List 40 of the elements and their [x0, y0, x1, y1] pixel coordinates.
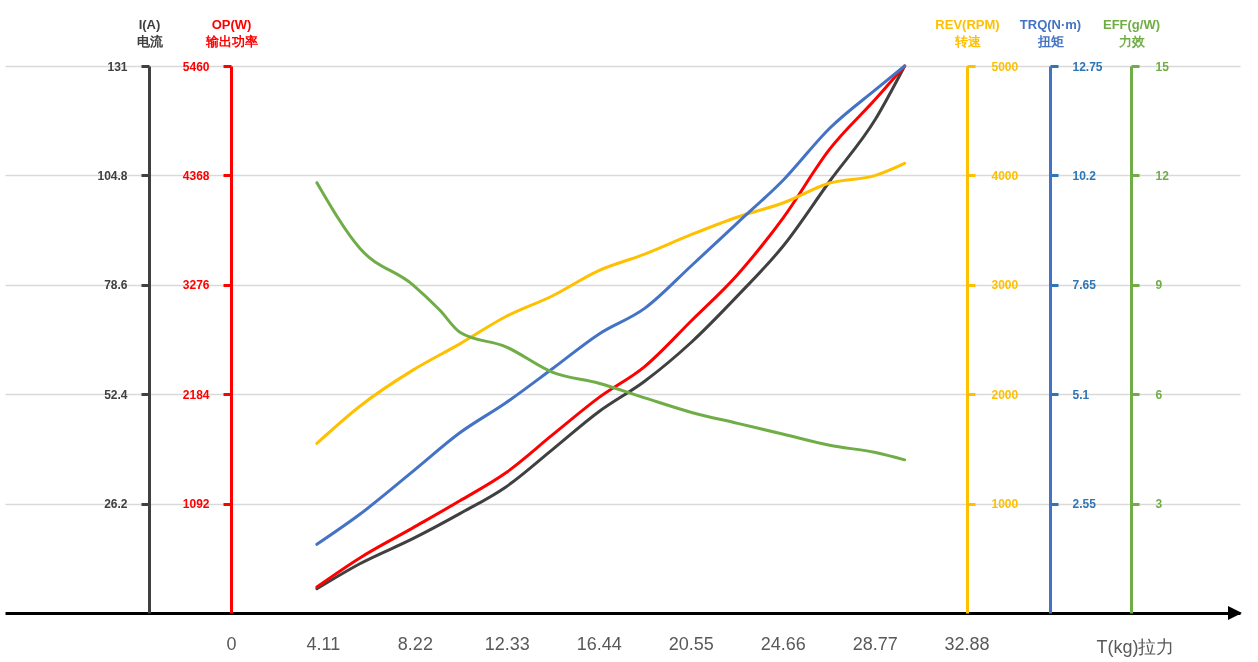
- y3-tick-label: 1000: [991, 497, 1019, 512]
- y3-tick-label: 4000: [991, 168, 1019, 183]
- y-axis-title: I(A) 电流: [136, 16, 164, 49]
- y3-axis-title: REV(RPM) 转速: [935, 16, 1000, 49]
- y-tick-label: 5.1: [1072, 387, 1090, 402]
- y2-tick-label: 6: [1155, 387, 1163, 402]
- y2-tick-label: 4368: [182, 168, 210, 183]
- x-tick-label: 4.11: [306, 633, 341, 654]
- x-tick-label: 32.88: [944, 633, 990, 654]
- y-tick-label: 52.4: [104, 387, 128, 402]
- y-tick-label: 26.2: [104, 497, 128, 512]
- y-tick-label: 2.55: [1072, 497, 1097, 512]
- y-tick-label: 10.2: [1072, 168, 1097, 183]
- y-tick-label: 78.6: [104, 278, 128, 293]
- x-tick-label: 28.77: [852, 633, 898, 654]
- y2-tick-label: 12: [1155, 168, 1170, 183]
- y3-tick-label: 5000: [991, 59, 1019, 74]
- y2-tick-label: 1092: [182, 497, 210, 512]
- y2-tick-label: 3: [1155, 497, 1163, 512]
- y-axis-title: TRQ(N·m) 扭矩: [1019, 16, 1082, 49]
- x-tick-label: 24.66: [760, 633, 806, 654]
- y3-tick-label: 2000: [991, 387, 1019, 402]
- x-tick-label: 0: [226, 633, 237, 654]
- y-tick-label: 104.8: [97, 168, 128, 183]
- x-tick-label: 8.22: [397, 633, 433, 654]
- y2-axis-title: EFF(g/W) 力效: [1102, 16, 1161, 49]
- y-tick-label: 12.75: [1072, 59, 1103, 74]
- y2-tick-label: 15: [1155, 59, 1170, 74]
- y2-tick-label: 9: [1155, 278, 1163, 293]
- y2-tick-label: 2184: [182, 387, 210, 402]
- x-tick-label: 16.44: [576, 633, 622, 654]
- y3-tick-label: 3000: [991, 278, 1019, 293]
- x-tick-label: 12.33: [484, 633, 530, 654]
- x-tick-label: 20.55: [668, 633, 714, 654]
- x-axis-title: T(kg)拉力: [1096, 636, 1175, 657]
- y2-tick-label: 3276: [182, 278, 210, 293]
- y2-axis-title: OP(W) 输出功率: [204, 16, 258, 49]
- y-tick-label: 7.65: [1072, 278, 1097, 293]
- y-tick-label: 131: [107, 59, 128, 74]
- y2-tick-label: 5460: [182, 59, 210, 74]
